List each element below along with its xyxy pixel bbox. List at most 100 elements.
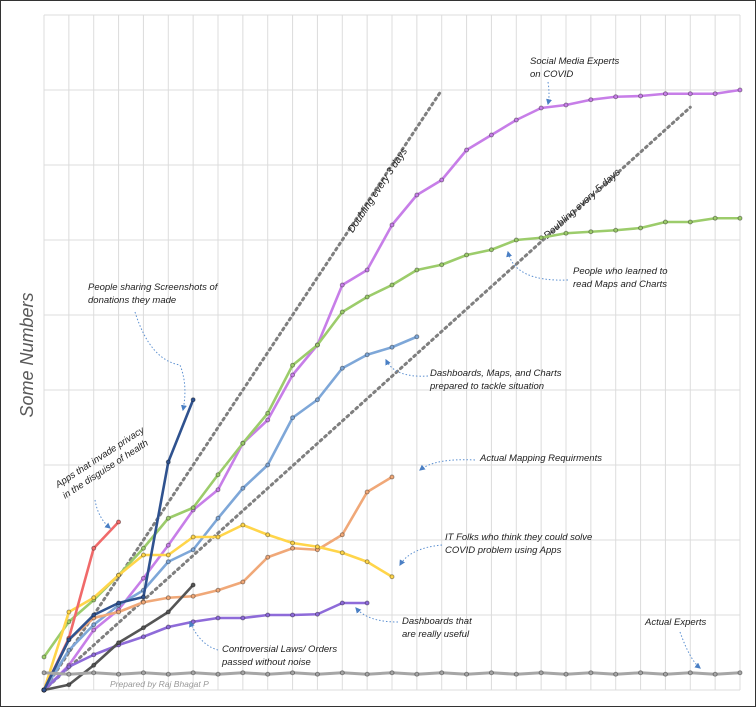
- series-point: [439, 177, 445, 183]
- annotation: Actual Mapping Requirments: [479, 453, 602, 464]
- series-point: [165, 671, 171, 677]
- series-point: [737, 215, 743, 221]
- series-point: [240, 579, 246, 585]
- series-point: [339, 282, 345, 288]
- series-point: [116, 609, 122, 615]
- series: [41, 87, 743, 693]
- series-point: [563, 230, 569, 236]
- series-point: [215, 472, 221, 478]
- series-point: [290, 670, 296, 676]
- series-point: [588, 229, 594, 235]
- series-point: [414, 192, 420, 198]
- series-point: [364, 600, 370, 606]
- series-point: [290, 415, 296, 421]
- arrow: [419, 459, 476, 471]
- series-point: [66, 609, 72, 615]
- series-point: [538, 105, 544, 111]
- series-point: [339, 532, 345, 538]
- series-point: [190, 547, 196, 553]
- annotation: IT Folks who think they could solve COVID…: [445, 532, 592, 556]
- arrow: [399, 544, 443, 567]
- series-point: [339, 365, 345, 371]
- series-point: [712, 671, 718, 677]
- series-point: [364, 671, 370, 677]
- series-point: [190, 505, 196, 511]
- series-point: [364, 489, 370, 495]
- series-point: [513, 671, 519, 677]
- series-point: [66, 664, 72, 670]
- series-point: [638, 93, 644, 99]
- series-point: [290, 362, 296, 368]
- series-point: [116, 572, 122, 578]
- annotation: Actual Experts: [644, 617, 706, 628]
- series-point: [116, 600, 122, 606]
- series-point: [712, 215, 718, 221]
- series-point: [41, 687, 47, 693]
- series-point: [314, 611, 320, 617]
- series-point: [737, 87, 743, 93]
- series-point: [488, 670, 494, 676]
- series-point: [464, 252, 470, 258]
- series-point: [116, 640, 122, 646]
- series-point: [389, 474, 395, 480]
- series-point: [513, 237, 519, 243]
- reference-line: [42, 105, 692, 692]
- arrow: [679, 631, 701, 669]
- series-point: [290, 540, 296, 546]
- credit: Prepared by Raj Bhagat P: [110, 679, 209, 689]
- series-point: [364, 294, 370, 300]
- annotation: Dashboards that are really useful: [402, 616, 472, 640]
- series-point: [190, 534, 196, 540]
- series-point: [165, 515, 171, 521]
- series-point: [165, 552, 171, 558]
- series-point: [91, 545, 97, 551]
- series-point: [563, 102, 569, 108]
- grid: [43, 14, 741, 691]
- series-point: [364, 559, 370, 565]
- series-point: [140, 552, 146, 558]
- series-point: [91, 670, 97, 676]
- series-point: [116, 519, 122, 525]
- arrow: [189, 620, 219, 651]
- series-point: [414, 671, 420, 677]
- series-point: [66, 647, 72, 653]
- annotation: People sharing Screenshots of donations t…: [88, 282, 219, 306]
- series-point: [140, 575, 146, 581]
- series-point: [314, 397, 320, 403]
- series-point: [165, 459, 171, 465]
- series-point: [290, 612, 296, 618]
- series-point: [165, 595, 171, 601]
- series-point: [464, 671, 470, 677]
- series-point: [240, 522, 246, 528]
- series-point: [91, 595, 97, 601]
- y-axis-label: Some Numbers: [17, 292, 37, 417]
- series-point: [190, 582, 196, 588]
- series-point: [588, 97, 594, 103]
- series-point: [414, 267, 420, 273]
- series-point: [91, 662, 97, 668]
- series-point: [464, 147, 470, 153]
- series-point: [140, 599, 146, 605]
- series-point: [91, 612, 97, 618]
- series-point: [215, 487, 221, 493]
- series-point: [41, 670, 47, 676]
- series-point: [488, 132, 494, 138]
- series-point: [339, 550, 345, 556]
- annotation: People who learned to read Maps and Chart…: [573, 266, 668, 290]
- series-point: [687, 219, 693, 225]
- series-point: [314, 342, 320, 348]
- series-point: [364, 267, 370, 273]
- series-point: [364, 352, 370, 358]
- series-point: [66, 671, 72, 677]
- series-point: [66, 682, 72, 688]
- annotation: Social Media Experts on COVID: [530, 56, 619, 80]
- reference-line: [42, 88, 444, 692]
- series-point: [389, 670, 395, 676]
- arrow: [506, 250, 569, 281]
- arrow: [134, 311, 187, 412]
- series-point: [240, 615, 246, 621]
- series-point: [140, 594, 146, 600]
- series-point: [215, 615, 221, 621]
- series-point: [488, 247, 494, 253]
